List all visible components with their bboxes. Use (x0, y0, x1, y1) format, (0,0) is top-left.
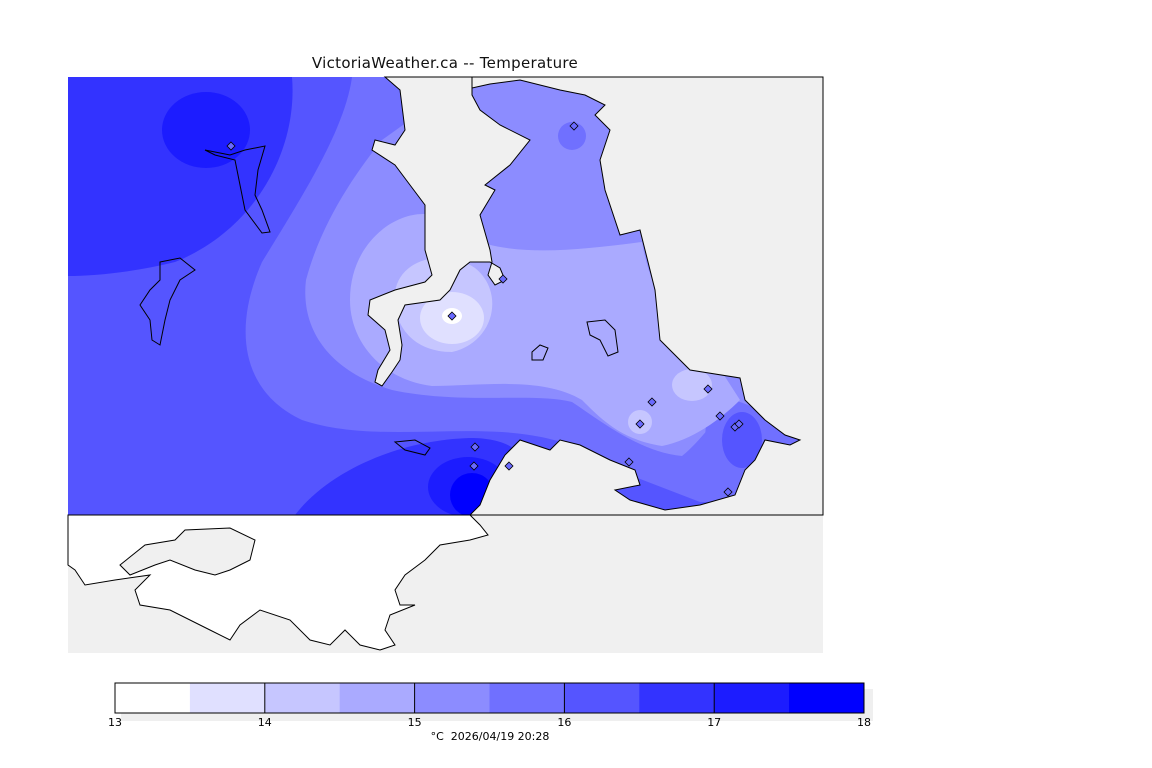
colorbar-footer: °C 2026/04/19 20:28 (431, 730, 550, 743)
colorbar-swatch (115, 683, 191, 713)
weather-stations (226, 121, 744, 497)
colorbar-swatch (639, 683, 715, 713)
colorbar-swatch (564, 683, 640, 713)
island-outlines (139, 145, 619, 456)
saanich-land (367, 76, 531, 387)
station-marker-icon (470, 442, 480, 452)
timestamp: 2026/04/19 20:28 (450, 730, 550, 743)
colorbar-tick-label: 18 (857, 716, 871, 729)
contour-14-14.5-east-b (672, 369, 712, 401)
station-marker-icon (624, 457, 634, 467)
station-marker-icon (226, 141, 236, 151)
station-marker-icon (635, 419, 645, 429)
colorbar-swatch (714, 683, 790, 713)
island-east-b (531, 344, 549, 361)
station-marker-icon (723, 487, 733, 497)
colorbar-tick-label: 13 (108, 716, 122, 729)
station-marker-icon (498, 274, 508, 284)
island-northwest (204, 145, 271, 234)
station-marker-icon (734, 419, 744, 429)
contour-15.5-16-north (558, 122, 586, 150)
contour-17-17.5-northwest (162, 92, 250, 168)
station-marker-icon (504, 461, 514, 471)
colorbar-tick-label: 15 (407, 716, 422, 729)
station-marker-icon (569, 121, 579, 131)
east-land (468, 76, 824, 516)
colorbar-frame (114, 682, 865, 714)
colorbar-tick-label: 16 (557, 716, 572, 729)
units-label: °C (430, 730, 444, 743)
colorbar (114, 682, 865, 714)
station-marker-icon (715, 411, 725, 421)
southern-island (119, 527, 256, 576)
colorbar-swatch (339, 683, 416, 713)
island-east-a (586, 319, 619, 357)
colorbar-swatch (189, 683, 266, 713)
landmasses (67, 76, 824, 651)
station-marker-icon (447, 311, 457, 321)
station-marker-icon (703, 384, 713, 394)
colorbar-tick-label: 17 (707, 716, 722, 729)
colorbar-swatch (264, 683, 341, 713)
chart-title: VictoriaWeather.ca -- Temperature (311, 54, 579, 72)
island-west (139, 257, 196, 346)
colorbar-swatch (789, 683, 865, 713)
station-marker-icon (469, 461, 479, 471)
colorbar-tick-label: 14 (257, 716, 272, 729)
island-south (393, 439, 431, 456)
station-marker-icon (647, 397, 657, 407)
colorbar-swatch (489, 683, 565, 713)
colorbar-swatch (414, 683, 490, 713)
